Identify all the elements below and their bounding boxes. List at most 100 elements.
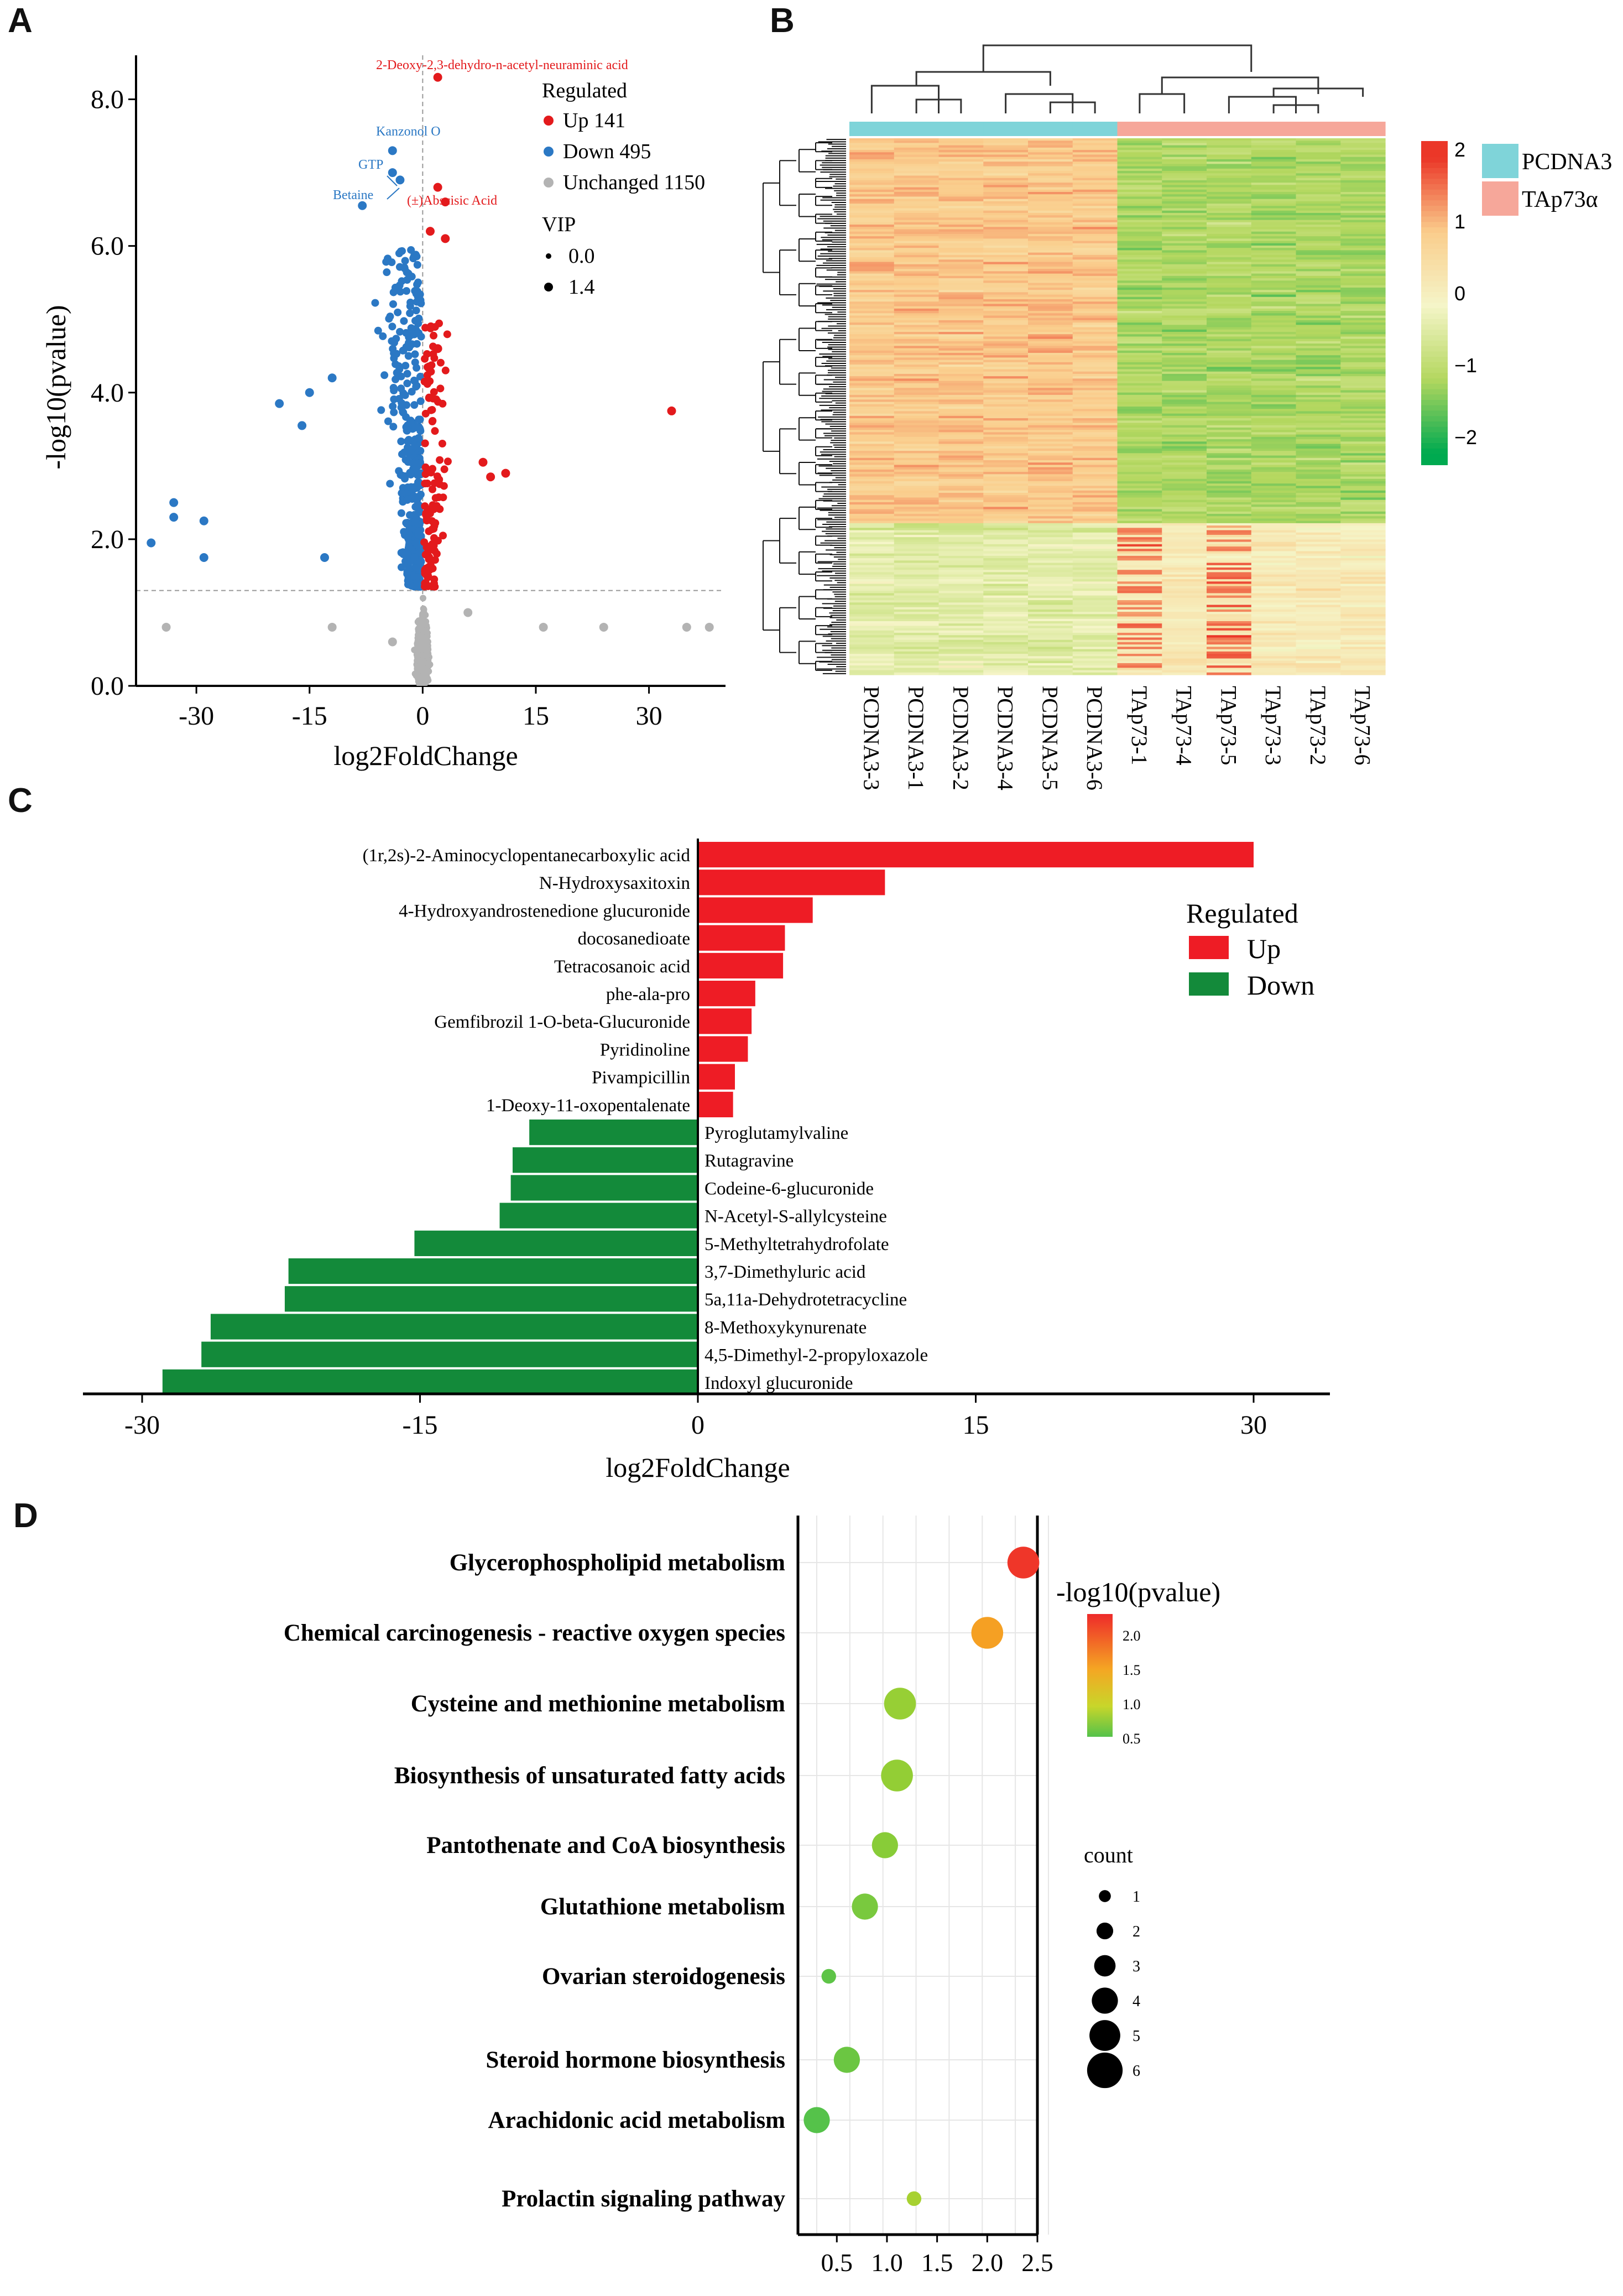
heatmap-cell: [1028, 350, 1073, 353]
heatmap-cell: [1296, 145, 1341, 148]
heatmap-cell: [983, 346, 1029, 349]
heatmap-cell: [1296, 360, 1341, 363]
heatmap-cell: [1340, 175, 1386, 179]
heatmap-cell: [983, 212, 1029, 216]
heatmap-cell: [1207, 229, 1252, 232]
heatmap-cell: [1207, 530, 1252, 533]
heatmap-cell: [1072, 278, 1118, 281]
heatmap-cell: [1028, 518, 1073, 522]
heatmap-cell: [1028, 241, 1073, 244]
bar-legend-swatch: [1189, 972, 1229, 996]
heatmap-cell: [1340, 560, 1386, 564]
heatmap-cell: [1340, 497, 1386, 501]
heatmap-cell: [1207, 336, 1252, 340]
volcano-point-down: [320, 553, 330, 563]
volcano-point-unchanged: [704, 622, 714, 632]
heatmap-cell: [1251, 365, 1297, 367]
heatmap-cell: [1117, 371, 1162, 374]
heatmap-cell: [1162, 563, 1207, 566]
heatmap-cell: [938, 180, 984, 183]
heatmap-cell: [1207, 511, 1252, 514]
heatmap-cell: [1296, 210, 1341, 214]
heatmap-cell: [1251, 404, 1297, 407]
heatmap-cell: [1251, 493, 1297, 496]
heatmap-cell: [894, 196, 940, 200]
heatmap-cell: [983, 658, 1029, 662]
heatmap-cell: [1028, 278, 1073, 281]
heatmap-cell: [849, 252, 895, 256]
heatmap-cell: [1117, 467, 1162, 470]
heatmap-cell: [938, 595, 984, 598]
heatmap-cell: [1162, 243, 1207, 246]
heatmap-cell: [983, 425, 1029, 428]
heatmap-cell: [1207, 427, 1252, 430]
heatmap-cell: [983, 572, 1029, 575]
heatmap-cell: [849, 612, 895, 615]
heatmap-cell: [1296, 579, 1341, 582]
heatmap-cell: [1072, 210, 1118, 214]
heatmap-cell: [1117, 299, 1162, 302]
heatmap-cell: [1340, 322, 1386, 325]
heatmap-cell: [1028, 607, 1073, 610]
heatmap-cell: [1072, 138, 1118, 141]
heatmap-cell: [1072, 262, 1118, 265]
heatmap-cell: [1072, 444, 1118, 447]
heatmap-cell: [1251, 488, 1297, 491]
heatmap-cell: [1162, 628, 1207, 631]
heatmap-cell: [849, 593, 895, 596]
heatmap-cell: [1207, 639, 1252, 643]
heatmap-cell: [1251, 243, 1297, 246]
heatmap-cell: [1162, 362, 1207, 365]
heatmap-cell: [1162, 425, 1207, 428]
heatmap-cell: [1162, 584, 1207, 587]
heatmap-cell: [1340, 441, 1386, 445]
heatmap-cell: [1340, 656, 1386, 659]
heatmap-cell: [938, 212, 984, 216]
heatmap-cell: [1251, 518, 1297, 522]
heatmap-cell: [938, 217, 984, 221]
heatmap-cell: [1072, 294, 1118, 298]
heatmap-cell: [1028, 670, 1073, 673]
heatmap-cell: [1117, 621, 1162, 624]
heatmap-cell: [1072, 628, 1118, 631]
heatmap-cell: [1340, 404, 1386, 407]
heatmap-cell: [1340, 530, 1386, 533]
heatmap-cell: [1162, 208, 1207, 211]
heatmap-cell: [1162, 609, 1207, 612]
color-scale-step: [1421, 303, 1448, 309]
heatmap-cell: [1207, 549, 1252, 552]
heatmap-cell: [1207, 173, 1252, 176]
heatmap-cell: [1072, 311, 1118, 314]
heatmap-cell: [1162, 525, 1207, 528]
heatmap-cell: [1117, 481, 1162, 484]
heatmap-cell: [1296, 353, 1341, 356]
heatmap-cell: [1251, 201, 1297, 204]
heatmap-cell: [894, 413, 940, 416]
heatmap-cell: [894, 579, 940, 582]
heatmap-cell: [1117, 383, 1162, 386]
heatmap-cell: [849, 315, 895, 319]
heatmap-cell: [938, 196, 984, 200]
heatmap-cell: [894, 355, 940, 358]
heatmap-cell: [1340, 180, 1386, 183]
heatmap-cell: [1117, 171, 1162, 174]
heatmap-cell: [1028, 159, 1073, 162]
heatmap-cell: [1340, 411, 1386, 414]
color-scale-step: [1421, 330, 1448, 336]
heatmap-cell: [1117, 453, 1162, 456]
heatmap-cell: [983, 576, 1029, 580]
heatmap-color-scale: 210−1−2: [1421, 138, 1477, 465]
heatmap-cell: [894, 660, 940, 664]
heatmap-cell: [1207, 204, 1252, 206]
enrichment-point: [906, 2191, 922, 2206]
heatmap-cell: [1028, 420, 1073, 424]
heatmap-cell: [894, 150, 940, 153]
heatmap-cell: [1117, 448, 1162, 451]
heatmap-cell: [938, 365, 984, 367]
heatmap-cell: [1207, 185, 1252, 188]
bar-category-label: 3,7-Dimethyluric acid: [704, 1262, 866, 1282]
heatmap-cell: [1028, 630, 1073, 633]
heatmap-cell: [1296, 208, 1341, 211]
heatmap-cell: [1117, 584, 1162, 587]
bar: [529, 1120, 698, 1146]
